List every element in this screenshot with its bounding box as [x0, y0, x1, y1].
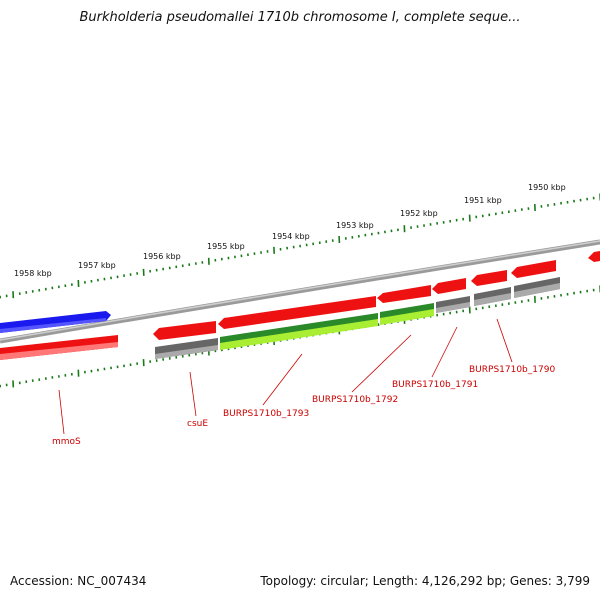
ruler-label: 1954 kbp — [272, 232, 310, 241]
gene-lightgreen[interactable] — [220, 319, 378, 350]
label-leader — [58, 389, 65, 435]
genome-summary-text: Topology: circular; Length: 4,126,292 bp… — [260, 574, 590, 588]
gene-gray-shade — [155, 345, 218, 359]
genome-backbone-highlight — [0, 240, 600, 341]
ruler-label: 1950 kbp — [528, 183, 566, 192]
gene-label-burps1710b-1790[interactable]: BURPS1710b_1790 — [469, 365, 555, 375]
ruler-label: 1953 kbp — [336, 221, 374, 230]
gene-gray-shade — [474, 293, 511, 306]
gene-gray-shade — [436, 302, 470, 313]
gene-label-burps1710b-1791[interactable]: BURPS1710b_1791 — [392, 380, 478, 390]
gene-reverse-red[interactable] — [377, 285, 431, 303]
gene-label-burps1710b-1793[interactable]: BURPS1710b_1793 — [223, 409, 309, 419]
label-leader — [431, 326, 458, 378]
genome-backbone — [0, 239, 600, 344]
gene-lightgreen[interactable] — [380, 309, 434, 325]
label-leader — [189, 371, 197, 417]
gene-reverse-red[interactable] — [471, 270, 507, 286]
ruler-label: 1952 kbp — [400, 209, 438, 218]
label-leader — [351, 334, 412, 393]
ruler-label: 1951 kbp — [464, 196, 502, 205]
gene-label-csue[interactable]: csuE — [187, 419, 208, 429]
gene-reverse-red-shade — [0, 342, 118, 360]
outer-ruler-ticks — [0, 193, 600, 299]
gene-reverse-red[interactable] — [588, 251, 600, 262]
ruler-label: 1958 kbp — [14, 269, 52, 278]
gene-gray-shade — [514, 283, 560, 298]
map-title: Burkholderia pseudomallei 1710b chromoso… — [79, 10, 521, 25]
gene-reverse-red[interactable] — [153, 321, 216, 340]
gene-forward-blue-shade — [0, 318, 106, 333]
ruler-label: 1956 kbp — [143, 252, 181, 261]
label-leader — [496, 318, 513, 363]
gene-label-burps1710b-1792[interactable]: BURPS1710b_1792 — [312, 395, 398, 405]
ruler-label: 1955 kbp — [207, 242, 245, 251]
ruler-label: 1957 kbp — [78, 261, 116, 270]
gene-reverse-red[interactable] — [511, 260, 556, 278]
label-leader — [262, 353, 303, 406]
gene-reverse-red[interactable] — [432, 278, 466, 294]
gene-reverse-red[interactable] — [218, 296, 376, 329]
accession-text: Accession: NC_007434 — [10, 574, 147, 588]
gene-label-mmos[interactable]: mmoS — [52, 437, 81, 447]
